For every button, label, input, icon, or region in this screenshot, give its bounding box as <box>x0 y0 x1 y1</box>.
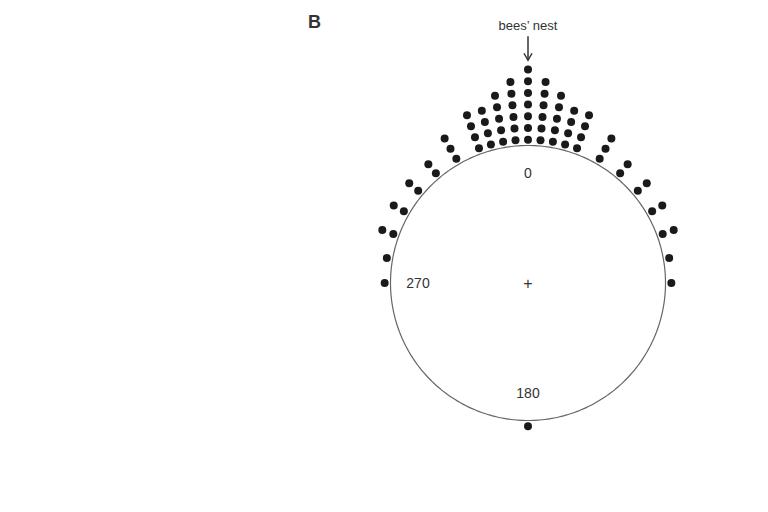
svg-text:0: 0 <box>524 165 532 181</box>
svg-text:270: 270 <box>406 275 430 291</box>
svg-text:bees’ nest: bees’ nest <box>499 18 558 33</box>
html-text:B: B <box>308 12 321 32</box>
svg-text:180: 180 <box>516 385 540 401</box>
svg-text:+: + <box>523 275 532 292</box>
